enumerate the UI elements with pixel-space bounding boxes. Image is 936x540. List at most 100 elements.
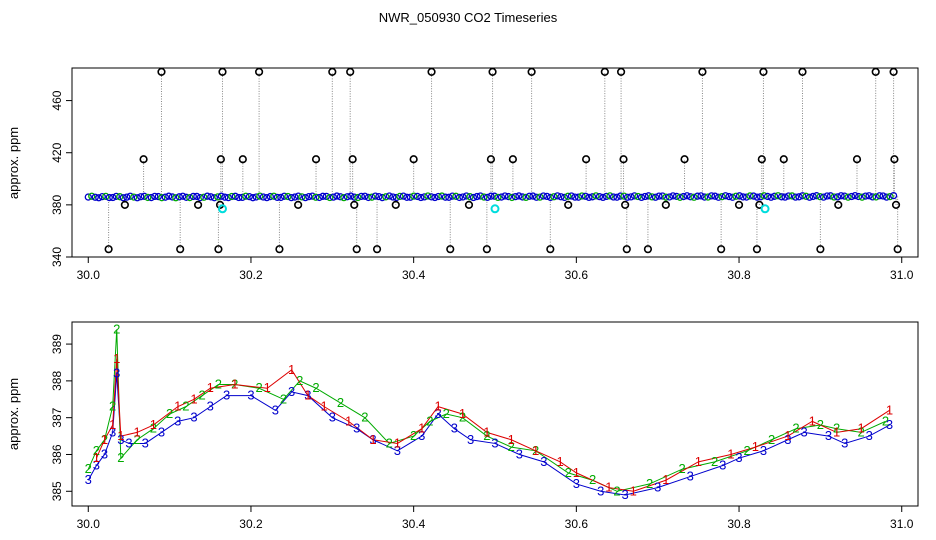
baseline-point: [434, 192, 443, 201]
baseline-point: [606, 192, 614, 200]
series-marker: 3: [841, 435, 848, 450]
baseline-point: [224, 193, 232, 202]
baseline-point: [798, 192, 807, 200]
outlier-point: [893, 245, 902, 254]
series-marker: 3: [158, 424, 165, 439]
series-marker: 2: [483, 428, 490, 443]
flag-point: [490, 204, 500, 214]
series-marker: 3: [597, 483, 604, 498]
outlier-point: [372, 245, 382, 254]
series-marker: 1: [133, 424, 140, 439]
bottom-y-tick-label: 387: [50, 407, 64, 427]
baseline-point: [669, 192, 677, 200]
baseline-point: [756, 193, 765, 201]
baseline-point: [319, 192, 327, 200]
series-marker: 2: [508, 439, 515, 454]
outlier-point: [680, 155, 689, 164]
baseline-point: [704, 193, 712, 201]
outlier-point: [798, 67, 807, 77]
series-marker: 1: [101, 432, 108, 447]
series-marker: 2: [792, 421, 799, 436]
bottom-x-tick-label: 31.0: [890, 517, 914, 531]
baseline-point: [284, 192, 292, 201]
baseline-point: [658, 192, 667, 200]
baseline-point: [231, 192, 239, 200]
baseline-point: [151, 192, 159, 201]
baseline-point: [329, 193, 338, 201]
baseline-point: [350, 193, 359, 201]
baseline-point: [291, 193, 299, 201]
baseline-point: [480, 193, 488, 201]
series-marker: 3: [113, 366, 120, 381]
outlier-point: [717, 245, 726, 254]
baseline-point: [767, 193, 775, 201]
baseline-point: [413, 192, 422, 201]
outlier-point: [348, 155, 357, 164]
series-marker: 1: [662, 472, 669, 487]
baseline-point: [735, 192, 744, 200]
series-marker: 1: [434, 399, 441, 414]
baseline-point: [441, 193, 450, 201]
baseline-point: [651, 193, 660, 201]
baseline-point: [294, 192, 303, 200]
baseline-point: [105, 193, 113, 202]
baseline-point: [137, 193, 145, 201]
outlier-point: [622, 245, 631, 254]
baseline-point: [130, 193, 138, 201]
series-marker: 2: [817, 417, 824, 432]
series-marker: 2: [85, 461, 92, 476]
baseline-point: [448, 192, 457, 200]
top-x-tick-label: 30.4: [402, 268, 426, 282]
baseline-point: [700, 193, 709, 201]
baseline-point: [742, 193, 751, 201]
series-marker: 2: [711, 454, 718, 469]
baseline-point: [564, 192, 572, 200]
series-marker: 2: [410, 428, 417, 443]
baseline-point: [462, 192, 471, 200]
series-marker: 2: [166, 406, 173, 421]
baseline-point: [571, 193, 579, 201]
series-marker: 3: [622, 487, 629, 502]
baseline-point: [770, 192, 779, 200]
baseline-point: [844, 193, 852, 201]
series-marker: 1: [695, 454, 702, 469]
series-marker: 2: [231, 377, 238, 392]
baseline-point: [693, 192, 702, 200]
series-marker: 1: [231, 377, 238, 392]
baseline-point: [567, 192, 576, 200]
outlier-point: [698, 67, 707, 77]
baseline-point: [711, 192, 719, 200]
baseline-point: [389, 193, 397, 201]
baseline-point: [847, 192, 856, 201]
outlier-point: [139, 155, 148, 164]
baseline-point: [581, 192, 590, 200]
chart-title: NWR_050930 CO2 Timeseries: [379, 10, 558, 25]
baseline-point: [641, 192, 649, 201]
baseline-point: [487, 192, 495, 200]
outlier-point: [120, 200, 129, 209]
baseline-point: [147, 193, 155, 202]
baseline-point: [340, 193, 348, 202]
baseline-point: [249, 194, 257, 202]
baseline-point: [123, 193, 131, 201]
series-marker: 2: [109, 399, 116, 414]
series-marker: 3: [516, 446, 523, 461]
baseline-point: [200, 193, 208, 201]
series-marker: 2: [93, 443, 100, 458]
series-marker: 3: [223, 388, 230, 403]
baseline-point: [672, 192, 681, 200]
series-marker: 2: [312, 380, 319, 395]
baseline-point: [91, 193, 99, 201]
series-marker: 3: [540, 454, 547, 469]
series-marker: 3: [719, 458, 726, 473]
baseline-point: [889, 191, 898, 200]
series-marker: 1: [630, 483, 637, 498]
baseline-point: [168, 193, 176, 201]
baseline-point: [333, 192, 341, 200]
baseline-point: [221, 193, 229, 201]
baseline-point: [172, 194, 180, 202]
baseline-point: [154, 192, 162, 201]
outlier-point: [643, 245, 653, 254]
series-line: [95, 358, 890, 492]
top-x-axis: 30.0 30.2 30.4 30.6 30.8 31.0: [77, 256, 914, 282]
